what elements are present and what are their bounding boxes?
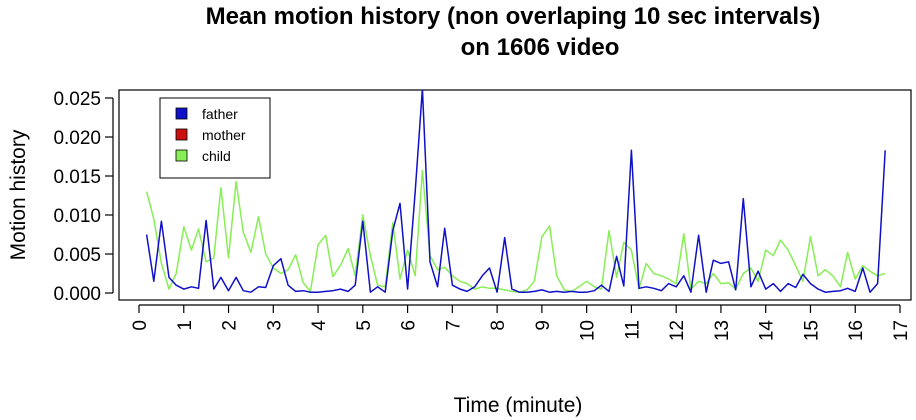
- y-axis: 0.000 0.005 0.010 0.015 0.020 0.025: [53, 89, 114, 305]
- y-tick-label: 0.015: [53, 167, 101, 188]
- x-tick-label: 6: [399, 320, 420, 331]
- y-tick-label: 0.020: [53, 128, 101, 149]
- x-tick-label: 15: [801, 320, 822, 341]
- y-tick-label: 0.000: [53, 284, 101, 305]
- y-axis-label: Motion history: [7, 129, 30, 260]
- x-axis: 0 1 2 3 4 5 6 7 8 9 10 11 12 13 14 15 16 17: [130, 304, 912, 342]
- legend-label-father: father: [202, 106, 238, 122]
- x-tick-label: 8: [488, 320, 509, 331]
- series-layer: [145, 90, 886, 293]
- legend-swatch-child: [175, 149, 188, 162]
- x-tick-label: 3: [264, 320, 285, 331]
- legend-label-mother: mother: [202, 127, 246, 143]
- x-tick-label: 7: [443, 320, 464, 331]
- x-tick-label: 1: [175, 320, 196, 331]
- x-axis-label: Time (minute): [454, 394, 583, 417]
- chart-subtitle: on 1606 video: [461, 34, 620, 61]
- series-line-father: [145, 90, 886, 293]
- x-tick-label: 2: [220, 320, 241, 331]
- x-tick-label: 0: [130, 320, 151, 331]
- x-tick-label: 16: [846, 320, 867, 341]
- x-tick-label: 4: [309, 320, 330, 331]
- y-tick-label: 0.010: [53, 206, 101, 227]
- legend-swatch-mother: [175, 128, 188, 141]
- series-line-child: [145, 169, 886, 293]
- x-tick-label: 17: [891, 320, 912, 341]
- plot-frame: [118, 89, 912, 301]
- y-tick-label: 0.025: [53, 89, 101, 110]
- x-tick-label: 5: [354, 320, 375, 331]
- x-tick-label: 9: [533, 320, 554, 331]
- legend: father mother child: [159, 97, 271, 179]
- y-tick-label: 0.005: [53, 245, 101, 266]
- x-tick-label: 13: [712, 320, 733, 341]
- chart-title: Mean motion history (non overlaping 10 s…: [206, 3, 821, 30]
- x-tick-label: 10: [578, 320, 599, 341]
- x-tick-label: 12: [667, 320, 688, 341]
- x-tick-label: 11: [622, 320, 643, 340]
- legend-swatch-father: [175, 107, 188, 120]
- x-tick-label: 14: [757, 320, 778, 342]
- legend-label-child: child: [202, 148, 231, 164]
